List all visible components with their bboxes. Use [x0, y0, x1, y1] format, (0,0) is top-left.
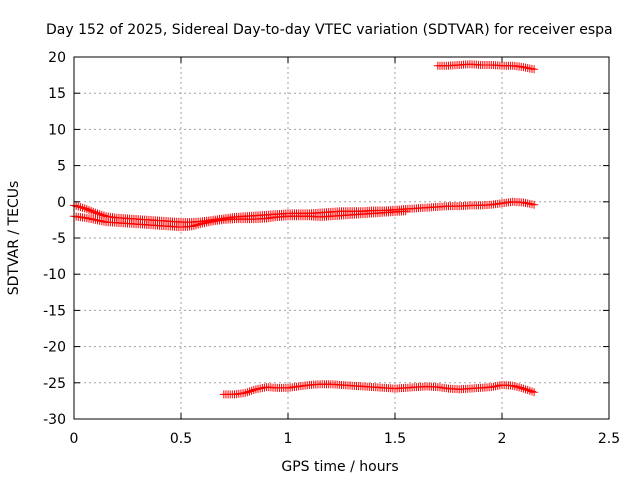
x-tick-label: 0.5 [170, 431, 192, 447]
data-point [76, 203, 85, 212]
data-point [247, 386, 256, 395]
y-tick-label: -30 [43, 412, 66, 428]
x-tick-label: 1.5 [384, 431, 406, 447]
data-point [196, 220, 205, 229]
data-point [87, 206, 96, 215]
data-point [530, 200, 539, 209]
x-tick-label: 2.5 [598, 431, 620, 447]
data-point [527, 387, 536, 396]
y-tick-label: -15 [43, 303, 66, 319]
chart-title: Day 152 of 2025, Sidereal Day-to-day VTE… [46, 22, 613, 38]
data-point [530, 65, 539, 74]
data-point [82, 205, 91, 214]
axis-ticks: 0 0.5 1 1.5 2 2.5 20 15 10 5 0 -5 -10 -15 -20 -25 -30 [43, 50, 620, 447]
y-tick-label: 0 [57, 195, 66, 211]
y-tick-label: -5 [52, 231, 66, 247]
data-point [530, 388, 539, 397]
x-axis-title: GPS time / hours [281, 459, 398, 475]
data-point [80, 204, 89, 213]
data-point [72, 201, 81, 210]
data-marks [70, 60, 539, 399]
series-satellite-a [70, 197, 539, 227]
data-point [510, 382, 519, 391]
data-point [89, 207, 98, 216]
y-tick-label: -10 [43, 267, 66, 283]
data-point [78, 203, 87, 212]
data-point [243, 388, 252, 397]
y-tick-label: 20 [48, 50, 66, 66]
y-tick-label: -25 [43, 376, 66, 392]
series-satellite-b [70, 207, 410, 232]
data-point [84, 206, 93, 215]
data-point [187, 222, 196, 231]
data-point [241, 388, 250, 397]
data-point [245, 387, 254, 396]
y-tick-label: 5 [57, 159, 66, 175]
y-tick-label: -20 [43, 340, 66, 356]
y-axis-title: SDTVAR / TECUs [6, 181, 22, 296]
data-point [517, 384, 526, 393]
series-satellite-upper [433, 60, 539, 74]
data-point [191, 221, 200, 230]
data-point [194, 220, 203, 229]
data-point [523, 386, 532, 395]
y-tick-label: 15 [48, 86, 66, 102]
data-point [74, 202, 83, 211]
data-point [508, 381, 517, 390]
x-tick-label: 1 [284, 431, 293, 447]
x-tick-label: 2 [498, 431, 507, 447]
data-point [519, 384, 528, 393]
data-point [93, 209, 102, 218]
y-tick-label: 10 [48, 122, 66, 138]
data-point [521, 385, 530, 394]
grid-lines [74, 57, 609, 419]
data-point [91, 208, 100, 217]
data-point [525, 386, 534, 395]
data-point [512, 382, 521, 391]
data-point [249, 386, 258, 395]
series-satellite-lower [219, 380, 539, 399]
data-point [401, 207, 410, 216]
x-tick-label: 0 [70, 431, 79, 447]
data-point [515, 383, 524, 392]
data-point [189, 221, 198, 230]
